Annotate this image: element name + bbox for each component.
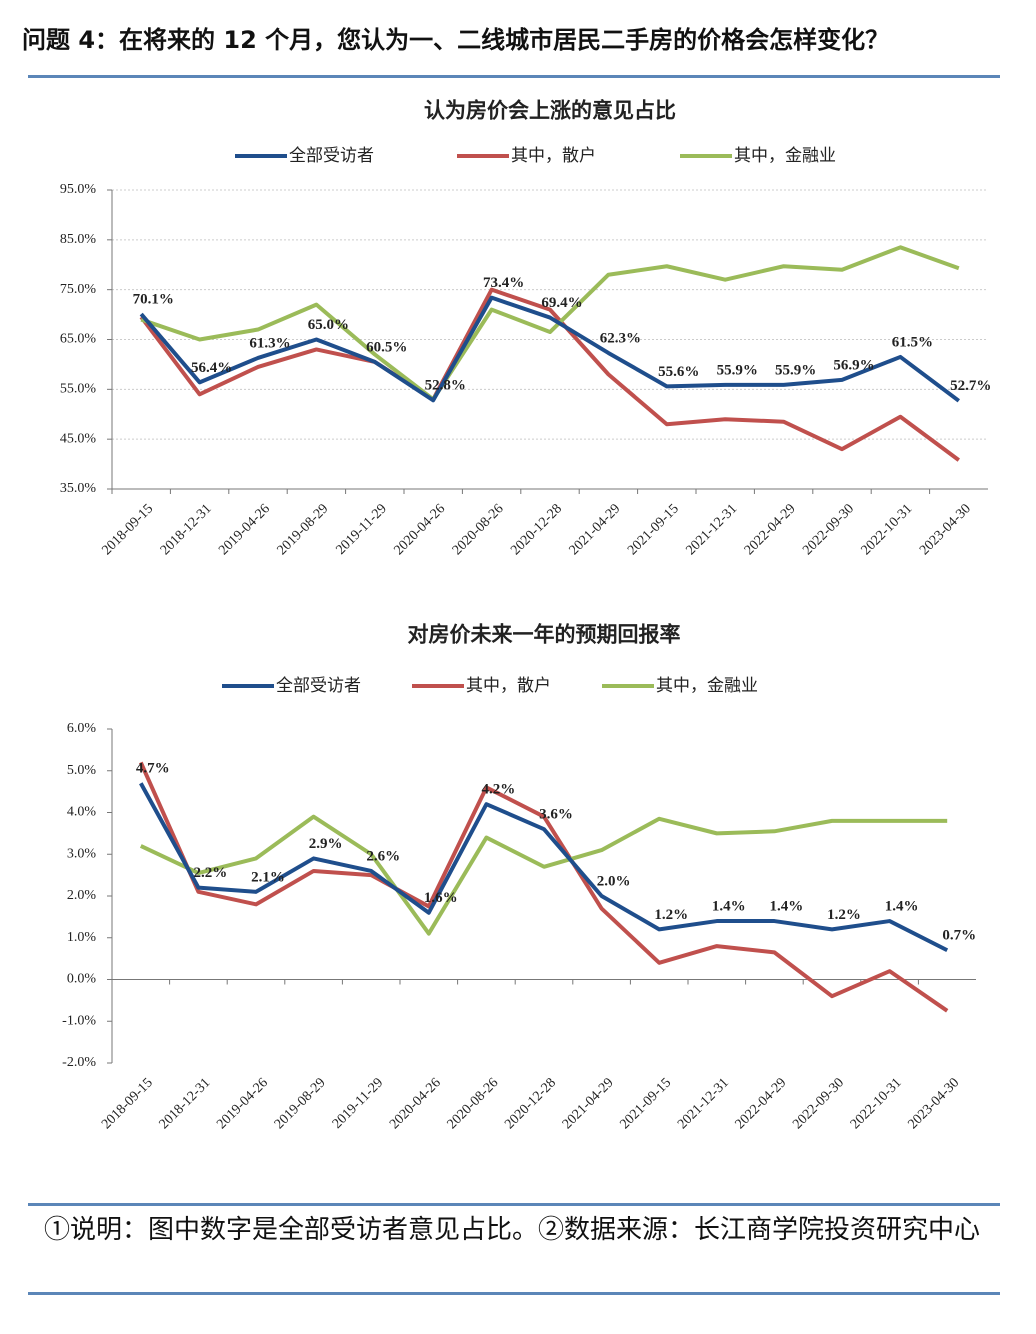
x-tick-label: 2018-09-15: [99, 1075, 156, 1132]
data-label: 52.7%: [950, 378, 991, 394]
x-tick-label: 2022-10-31: [848, 1075, 905, 1132]
data-label: 61.5%: [892, 334, 933, 350]
y-tick-label: 65.0%: [60, 332, 97, 347]
data-label: 61.3%: [249, 335, 290, 351]
data-label: 55.9%: [775, 362, 816, 378]
data-label: 1.2%: [827, 907, 861, 923]
y-tick-label: 6.0%: [67, 721, 97, 736]
x-tick-label: 2022-04-29: [733, 1075, 790, 1132]
page-title: 问题 4：在将来的 12 个月，您认为一、二线城市居民二手房的价格会怎样变化？: [22, 26, 890, 54]
data-label: 55.9%: [717, 362, 758, 378]
data-label: 73.4%: [483, 275, 524, 291]
y-tick-label: 2.0%: [67, 888, 97, 903]
x-tick-label: 2021-12-31: [683, 501, 740, 558]
x-tick-label: 2020-04-26: [391, 501, 448, 558]
data-label: 56.9%: [833, 357, 874, 373]
series-line: [139, 782, 949, 953]
series-line: [139, 295, 961, 403]
x-tick-label: 2022-10-31: [859, 501, 916, 558]
data-label: 56.4%: [191, 360, 232, 376]
data-label: 1.4%: [712, 898, 746, 914]
y-tick-label: 4.0%: [67, 805, 97, 820]
divider: [28, 1292, 1000, 1295]
legend-label: 其中，金融业: [734, 146, 836, 166]
x-tick-label: 2022-04-29: [742, 501, 799, 558]
data-label: 1.6%: [424, 890, 458, 906]
x-tick-label: 2019-04-26: [216, 501, 273, 558]
data-label: 1.2%: [654, 907, 688, 923]
legend-label: 全部受访者: [276, 676, 361, 696]
y-tick-label: 3.0%: [67, 846, 97, 861]
x-tick-label: 2020-08-26: [445, 1075, 502, 1132]
x-tick-label: 2020-08-26: [450, 501, 507, 558]
x-tick-label: 2019-08-29: [272, 1075, 329, 1132]
y-tick-label: 45.0%: [60, 431, 97, 446]
data-label: 4.2%: [482, 782, 516, 798]
x-tick-label: 2019-11-29: [333, 501, 389, 557]
series-line: [139, 814, 948, 936]
data-label: 3.6%: [539, 807, 573, 823]
data-label: 60.5%: [366, 339, 407, 355]
data-label: 2.1%: [251, 869, 285, 885]
y-tick-label: 95.0%: [60, 182, 97, 197]
x-tick-label: 2021-09-15: [625, 501, 682, 558]
y-tick-label: 0.0%: [67, 972, 97, 987]
x-tick-label: 2019-11-29: [330, 1075, 386, 1131]
divider: [28, 75, 1000, 78]
series-line: [138, 761, 949, 1013]
x-tick-label: 2020-12-28: [502, 1075, 559, 1132]
x-tick-label: 2023-04-30: [905, 1075, 962, 1132]
data-label: 2.6%: [366, 848, 400, 864]
x-tick-label: 2021-09-15: [617, 1075, 674, 1132]
data-label: 70.1%: [133, 292, 174, 308]
data-label: 2.0%: [597, 873, 631, 889]
data-label: 1.4%: [885, 898, 919, 914]
x-tick-label: 2023-04-30: [917, 501, 974, 558]
footnote: ①说明：图中数字是全部受访者意见占比。②数据来源：长江商学院投资研究中心: [44, 1215, 981, 1245]
data-label: 69.4%: [541, 295, 582, 311]
x-tick-label: 2022-09-30: [790, 1075, 847, 1132]
data-label: 2.9%: [309, 836, 343, 852]
data-label: 2.2%: [194, 865, 228, 881]
x-tick-label: 2020-04-26: [387, 1075, 444, 1132]
y-tick-label: 5.0%: [67, 763, 97, 778]
y-tick-label: -1.0%: [62, 1013, 96, 1028]
x-tick-label: 2021-12-31: [675, 1075, 732, 1132]
data-label: 4.7%: [136, 761, 170, 777]
series-line: [139, 287, 960, 462]
legend-label: 其中，金融业: [656, 676, 758, 696]
y-tick-label: 75.0%: [60, 282, 97, 297]
data-label: 0.7%: [942, 928, 976, 944]
legend-label: 其中，散户: [511, 146, 596, 166]
y-tick-label: -2.0%: [62, 1055, 96, 1070]
x-tick-label: 2020-12-28: [508, 501, 565, 558]
data-label: 65.0%: [308, 317, 349, 333]
series-line: [140, 245, 960, 402]
x-tick-label: 2021-04-29: [560, 1075, 617, 1132]
divider: [28, 1203, 1000, 1206]
y-tick-label: 1.0%: [67, 930, 97, 945]
data-label: 1.4%: [770, 898, 804, 914]
x-tick-label: 2019-08-29: [275, 501, 332, 558]
y-tick-label: 55.0%: [60, 382, 97, 397]
legend-label: 其中，散户: [466, 676, 551, 696]
chart-title: 对房价未来一年的预期回报率: [408, 622, 681, 647]
x-tick-label: 2018-09-15: [99, 501, 156, 558]
x-tick-label: 2022-09-30: [800, 501, 857, 558]
chart-title: 认为房价会上涨的意见占比: [424, 98, 676, 123]
x-tick-label: 2018-12-31: [158, 501, 215, 558]
x-tick-label: 2019-04-26: [214, 1075, 271, 1132]
data-label: 52.8%: [425, 378, 466, 394]
x-tick-label: 2021-04-29: [567, 501, 624, 558]
x-tick-label: 2018-12-31: [157, 1075, 214, 1132]
data-label: 55.6%: [658, 364, 699, 380]
data-label: 62.3%: [600, 330, 641, 346]
legend-label: 全部受访者: [289, 146, 374, 166]
y-tick-label: 85.0%: [60, 232, 97, 247]
y-tick-label: 35.0%: [60, 481, 97, 496]
